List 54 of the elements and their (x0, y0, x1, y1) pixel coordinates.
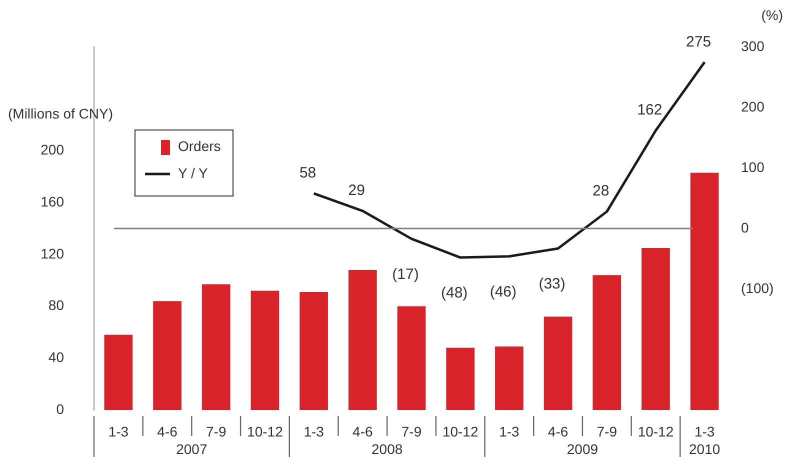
y-tick-label: 160 (40, 193, 64, 210)
data-label: (48) (441, 284, 468, 302)
y2-tick-label: 0 (741, 219, 749, 236)
y2-tick-label: 300 (741, 38, 765, 54)
x-tick-label: 10-12 (247, 423, 284, 440)
x-tick-label: 7-9 (596, 423, 618, 440)
y-tick-label: 0 (56, 400, 64, 417)
text: 2009 (566, 440, 598, 457)
y-axis-title: (Millions of CNY) (8, 106, 114, 122)
x-tick-label: 10-12 (638, 423, 674, 440)
y-tick-label: 200 (40, 142, 64, 158)
x-tick-label: 7-9 (401, 423, 422, 440)
y2-tick-label: 200 (741, 98, 765, 114)
x-tick-label: 1-3 (694, 423, 715, 440)
bar (642, 248, 670, 410)
text: 2010 (689, 440, 720, 457)
bar (250, 290, 280, 410)
y-tick-label: 80 (48, 297, 64, 314)
bar (202, 284, 230, 410)
text: 2007 (176, 440, 208, 457)
x-tick-label: 1-3 (304, 423, 324, 440)
data-label: (46) (490, 283, 517, 300)
bar (348, 270, 377, 410)
x-tick-label: 1-3 (499, 423, 520, 440)
data-label: 275 (686, 33, 712, 50)
bar (495, 346, 524, 410)
legend-label: Orders (178, 138, 221, 154)
y2-tick-label: (100) (741, 280, 774, 296)
bar (104, 334, 133, 410)
data-label: 162 (637, 102, 662, 119)
y-tick-label: 120 (40, 245, 64, 262)
bar (544, 316, 572, 410)
bar (397, 306, 426, 410)
data-label: 28 (592, 182, 610, 200)
x-tick-label: 1-3 (108, 423, 129, 440)
x-tick-label: 4-6 (157, 423, 178, 440)
x-tick-label: 4-6 (548, 423, 568, 440)
y2-tick-label: 100 (741, 158, 765, 175)
bar (690, 172, 719, 410)
x-tick-label: 4-6 (352, 423, 373, 440)
x-tick-label: 7-9 (206, 423, 226, 440)
y-tick-label: 40 (48, 349, 64, 365)
bar (153, 301, 182, 410)
data-label: (33) (538, 276, 566, 293)
x-tick-label: 10-12 (442, 423, 478, 440)
y2-axis-title: (%) (761, 6, 783, 23)
bar (592, 275, 622, 410)
data-label: 58 (299, 164, 316, 182)
data-label: 29 (348, 182, 365, 200)
data-label: (17) (392, 266, 419, 283)
bar (300, 292, 328, 410)
bar (446, 348, 475, 410)
text: 2008 (372, 440, 403, 457)
legend-label: Y / Y (178, 164, 208, 181)
